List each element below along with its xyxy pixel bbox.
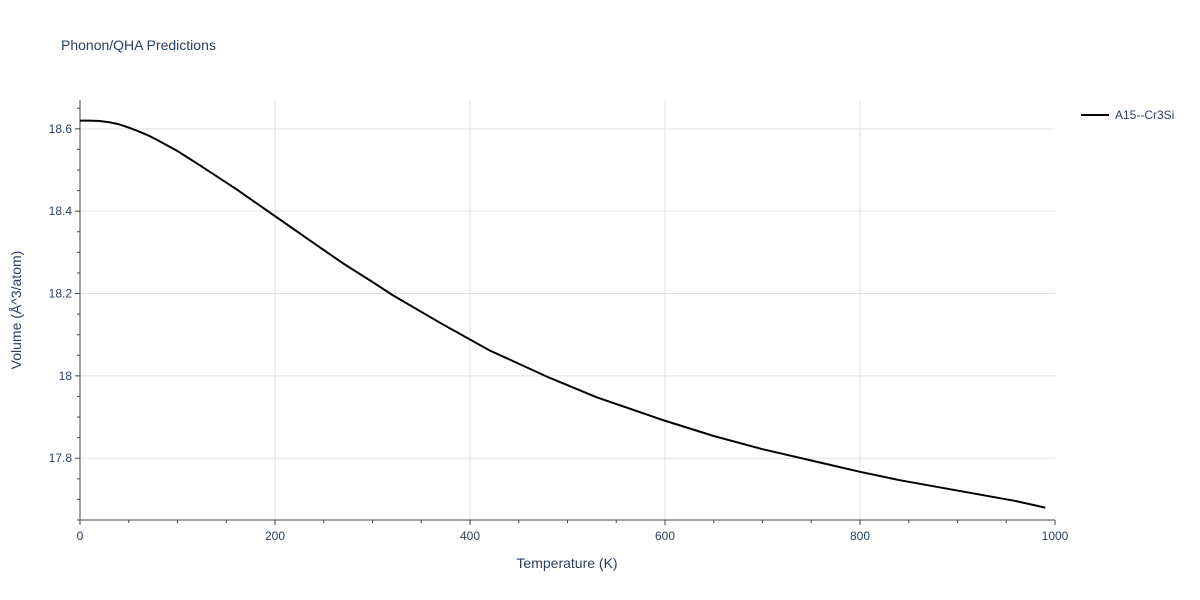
- y-tick-label: 18.2: [49, 287, 73, 301]
- x-axis-title: Temperature (K): [516, 555, 617, 571]
- x-tick-label: 600: [655, 529, 675, 543]
- x-tick-label: 1000: [1042, 529, 1069, 543]
- axes: [75, 100, 1056, 525]
- x-tick-label: 400: [460, 529, 480, 543]
- y-tick-label: 18.4: [49, 204, 73, 218]
- x-tick-label: 200: [265, 529, 285, 543]
- series-layer: [80, 119, 1046, 509]
- legend-label[interactable]: A15--Cr3Si: [1115, 108, 1174, 122]
- x-tick-label: 0: [77, 529, 84, 543]
- chart-title: Phonon/QHA Predictions: [61, 37, 216, 53]
- x-tick-label: 800: [850, 529, 870, 543]
- tick-labels: 0 200 400 600 800 1000 17.8 18 18.2 18.4 18.6: [49, 122, 1069, 543]
- y-axis-title: Volume (Å^3/atom): [8, 251, 24, 370]
- series-line: [80, 119, 1046, 509]
- y-tick-label: 18: [59, 369, 73, 383]
- grid-lines: [80, 100, 1055, 520]
- y-tick-label: 18.6: [49, 122, 73, 136]
- legend[interactable]: A15--Cr3Si: [1081, 108, 1174, 122]
- y-tick-label: 17.8: [49, 451, 73, 465]
